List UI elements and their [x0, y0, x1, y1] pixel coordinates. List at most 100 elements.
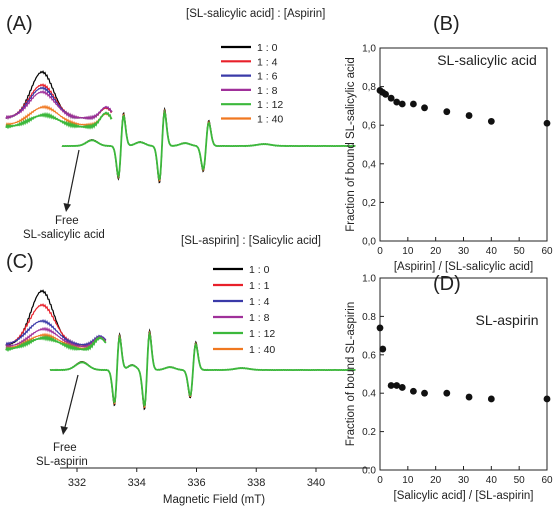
- c-legend-label: 1 : 0: [249, 264, 270, 276]
- a-inset-trace: [5, 90, 113, 121]
- panel-d-data-point: [376, 324, 384, 332]
- panel-b-plot-frame: [379, 47, 548, 242]
- panel-d-x-tick-label: 0: [377, 475, 383, 486]
- panel-c-annotation-arrowhead: [60, 426, 68, 435]
- panel-b-data-point: [543, 119, 551, 127]
- panel-d-data-point: [387, 382, 395, 389]
- panel-b-y-tick-label: 0,6: [362, 121, 376, 132]
- panel-c-annotation-arrow: [64, 374, 79, 428]
- c-spectrum-trace: [49, 331, 356, 408]
- a-legend-label: 1 : 8: [257, 85, 278, 97]
- panel-c-x-axis-label: Magnetic Field (mT): [163, 494, 265, 506]
- panel-letter-a: (A): [6, 13, 33, 35]
- panel-b-y-tick-label: 0,8: [362, 82, 376, 93]
- panel-d-y-tick-label: 0.6: [362, 350, 376, 361]
- a-legend-label: 1 : 6: [257, 71, 278, 83]
- panel-d-data-point: [421, 389, 428, 397]
- panel-b-x-tick-label: 20: [430, 246, 442, 257]
- panel-a-inset-traces: [5, 70, 113, 130]
- panel-d-y-axis-label: Fraction of bound SL-aspirin: [345, 302, 357, 446]
- panel-d-x-tick-label: 10: [402, 475, 414, 486]
- c-inset-trace: [5, 319, 107, 347]
- c-legend-label: 1 : 12: [249, 328, 275, 340]
- panel-letter-d: (D): [433, 273, 461, 295]
- c-legend-label: 1 : 1: [249, 280, 270, 292]
- panel-b-data-point: [443, 108, 451, 116]
- panel-b-x-tick-label: 40: [486, 246, 498, 257]
- panel-b-y-axis-label: Fraction of bound SL-salicylic acid: [345, 57, 357, 232]
- panel-d-data-point: [543, 395, 551, 403]
- panel-b-subtitle: SL-salicylic acid: [437, 52, 537, 68]
- panel-c-inset-traces: [5, 289, 107, 352]
- panel-a-legend-title: [SL-salicylic acid] : [Aspirin]: [186, 8, 325, 20]
- a-inset-trace: [5, 70, 113, 121]
- panel-c-spectrum-traces: [49, 328, 356, 411]
- panel-d-y-tick-label: 0.2: [362, 427, 376, 438]
- panel-d-y-tick-label: 0.4: [362, 389, 376, 400]
- panel-b-x-tick-label: 30: [458, 246, 470, 257]
- panel-c-x-tick-label: 334: [128, 477, 146, 489]
- panel-d-data-point: [443, 389, 451, 397]
- panel-b-y-tick-label: 0,4: [362, 159, 376, 170]
- panel-b-data-point: [393, 98, 401, 106]
- panel-b-data-point: [398, 100, 406, 108]
- panel-letter-b: (B): [433, 13, 460, 35]
- panel-b-data-point: [421, 104, 428, 112]
- panel-d-x-tick-label: 60: [541, 475, 553, 486]
- panel-b-y-tick-label: 0,2: [362, 198, 376, 209]
- c-legend-label: 1 : 40: [249, 344, 275, 356]
- panel-c-annotation-line-1: Free: [53, 442, 77, 454]
- panel-a-annotation-arrowhead: [63, 203, 71, 212]
- panel-d-data-point: [398, 384, 406, 391]
- panel-c-x-tick-label: 336: [187, 477, 205, 489]
- panel-a-annotation-arrow: [67, 149, 80, 205]
- panel-b-data-point: [387, 94, 395, 102]
- panel-b-x-tick-label: 0: [377, 246, 383, 257]
- panel-b-data-point: [465, 112, 473, 119]
- a-legend-label: 1 : 4: [257, 56, 278, 68]
- panel-d-x-tick-label: 20: [430, 475, 442, 486]
- panel-d-x-tick-label: 30: [458, 475, 470, 486]
- a-inset-trace: [5, 83, 113, 121]
- panel-d-x-tick-label: 50: [514, 475, 526, 486]
- panel-a-spectrum-traces: [61, 106, 356, 184]
- panel-b-data-point: [410, 100, 417, 108]
- panel-b-x-tick-label: 50: [514, 246, 526, 257]
- panel-letter-c: (C): [6, 251, 34, 273]
- panel-d-y-tick-label: 1.0: [362, 274, 376, 285]
- panel-c-x-tick-label: 340: [307, 477, 325, 489]
- panel-c-x-ticks: 332 334 336 338 340: [68, 468, 325, 489]
- panel-a-annotation-line-2: SL-salicylic acid: [23, 229, 105, 241]
- panel-a-annotation-line-1: Free: [55, 215, 79, 227]
- panel-c-x-tick-label: 332: [68, 477, 86, 489]
- panel-d-data-point: [487, 395, 495, 403]
- panel-b-y-tick-label: 1,0: [362, 44, 376, 55]
- panel-d-x-tick-label: 40: [486, 475, 498, 486]
- a-legend-label: 1 : 40: [257, 114, 283, 126]
- c-legend-label: 1 : 4: [249, 296, 270, 308]
- panel-d-scatter: 0.0 0.2 0.4 0.6 0.8 1.0 0 10 20 30 40 50 60 SL-aspiri…: [345, 274, 553, 503]
- a-inset-trace: [5, 111, 113, 130]
- panel-d-y-tick-label: 0.8: [362, 312, 376, 323]
- panel-d-data-point: [465, 393, 473, 401]
- panel-b-data-point: [487, 117, 495, 125]
- a-legend-label: 1 : 12: [257, 99, 283, 111]
- panel-c-legend: 1 : 0 1 : 1 1 : 4 1 : 8 1 : 12 1 : 40: [213, 264, 275, 356]
- c-inset-trace: [5, 334, 107, 352]
- panel-a-epr-spectrum: [SL-salicylic acid] : [Aspirin] 1 : 0 1 :…: [5, 8, 356, 241]
- panel-b-y-tick-label: 0,0: [362, 237, 376, 248]
- panel-d-data-point: [410, 387, 417, 395]
- panel-b-x-tick-label: 10: [402, 246, 414, 257]
- a-legend-label: 1 : 0: [257, 42, 278, 54]
- panel-c-annotation-line-2: SL-aspirin: [36, 456, 88, 468]
- panel-d-subtitle: SL-aspirin: [475, 312, 538, 328]
- panel-b-scatter: 0,0 0,2 0,4 0,6 0,8 1,0 0 10 20 30 40 50 60 SL-salicy…: [345, 44, 553, 274]
- panel-d-plot-frame: [379, 277, 548, 471]
- panel-c-legend-title: [SL-aspirin] : [Salicylic acid]: [181, 235, 321, 247]
- panel-c-x-tick-label: 338: [247, 477, 265, 489]
- panel-d-data-point: [379, 345, 387, 353]
- panel-b-x-tick-label: 60: [541, 246, 553, 257]
- panel-b-x-axis-label: [Aspirin] / [SL-salicylic acid]: [394, 261, 533, 273]
- c-legend-label: 1 : 8: [249, 312, 270, 324]
